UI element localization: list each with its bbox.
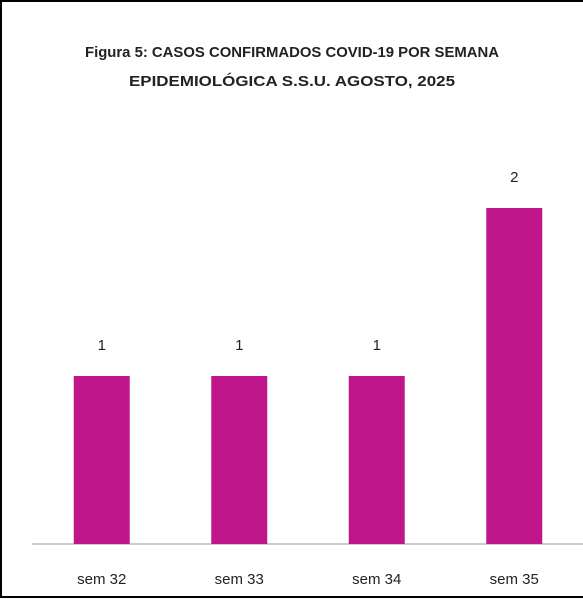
bar: [211, 376, 268, 544]
x-tick-label: sem 33: [215, 571, 264, 588]
x-tick-label: sem 34: [352, 571, 401, 588]
chart-title: EPIDEMIOLÓGICA S.S.U. AGOSTO, 2025: [129, 72, 455, 90]
x-tick-label: sem 32: [77, 571, 126, 588]
value-label: 1: [98, 337, 106, 354]
x-tick-label: sem 35: [490, 571, 539, 588]
bar: [486, 208, 543, 544]
chart-title: Figura 5: CASOS CONFIRMADOS COVID-19 POR…: [85, 44, 499, 61]
bar: [73, 376, 130, 544]
bar: [348, 376, 405, 544]
value-label: 1: [235, 337, 243, 354]
value-label: 2: [510, 169, 518, 186]
value-label: 1: [373, 337, 381, 354]
